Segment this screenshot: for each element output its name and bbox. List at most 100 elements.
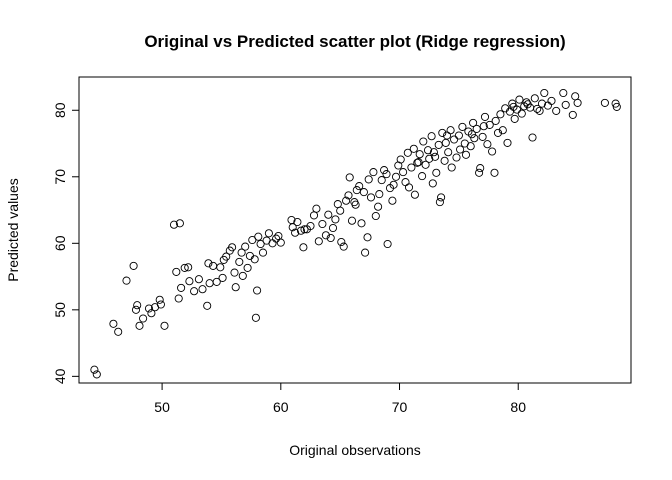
data-point (175, 219, 184, 228)
data-point (363, 233, 372, 242)
data-point (90, 365, 99, 374)
data-point (228, 243, 237, 252)
data-point (258, 248, 268, 257)
data-point (404, 183, 414, 192)
y-tick-label: 80 (52, 102, 68, 118)
data-point (172, 267, 181, 276)
data-point (268, 239, 277, 248)
data-point (461, 150, 471, 159)
data-point (375, 190, 384, 199)
data-point (523, 100, 532, 109)
data-point (312, 204, 321, 213)
x-tick-label: 60 (273, 399, 289, 415)
data-point (446, 126, 455, 135)
data-point (530, 94, 539, 103)
data-point (109, 319, 118, 328)
data-point (535, 106, 544, 115)
y-tick-label: 40 (52, 368, 68, 384)
x-axis: 50 60 70 80 (154, 383, 526, 415)
data-point (347, 216, 357, 225)
data-point (503, 138, 512, 147)
data-point (345, 173, 354, 182)
x-axis-label: Original observations (289, 442, 421, 458)
data-point (508, 99, 517, 108)
data-point (238, 271, 247, 280)
data-point (413, 158, 422, 167)
data-point (364, 175, 373, 184)
data-point (437, 193, 446, 202)
data-point (250, 255, 259, 264)
data-point (480, 112, 490, 121)
data-point (371, 211, 380, 221)
data-point (407, 163, 416, 172)
data-point (435, 198, 444, 207)
data-point (243, 263, 252, 272)
data-point (174, 294, 183, 303)
data-point (326, 233, 335, 243)
data-point (160, 321, 169, 330)
data-point (131, 305, 141, 314)
data-point (478, 132, 487, 141)
y-tick-label: 70 (52, 169, 68, 185)
data-point (133, 301, 142, 310)
data-point (344, 191, 353, 200)
data-point (251, 313, 260, 322)
data-point (466, 142, 475, 151)
data-point (218, 273, 227, 282)
data-point (533, 104, 542, 113)
data-point (479, 122, 488, 131)
data-point (114, 327, 123, 336)
data-point (184, 263, 193, 272)
data-point (483, 140, 492, 149)
data-point (212, 277, 221, 286)
x-tick-label: 70 (392, 399, 408, 415)
data-point (540, 88, 549, 98)
data-point (429, 148, 438, 157)
data-point (299, 243, 308, 252)
data-point (573, 98, 582, 107)
data-point (287, 215, 296, 225)
data-point (369, 168, 378, 177)
data-point (490, 168, 499, 177)
data-point (409, 144, 418, 153)
data-point (611, 99, 620, 108)
data-point (122, 276, 131, 285)
data-point (450, 135, 459, 144)
data-point (403, 148, 412, 157)
data-point (498, 126, 507, 135)
data-point (377, 176, 386, 185)
data-point (339, 242, 348, 251)
data-point (431, 152, 440, 161)
data-point (380, 166, 389, 175)
plot-frame (78, 76, 632, 384)
data-point (309, 211, 319, 220)
data-point (374, 202, 383, 211)
y-axis: 40 50 60 70 80 (52, 102, 79, 384)
data-point (418, 172, 427, 181)
data-point (276, 238, 285, 247)
data-point (185, 277, 194, 286)
data-point (537, 99, 547, 108)
data-point (253, 286, 262, 295)
data-point (204, 259, 213, 268)
data-point (241, 242, 250, 251)
data-point (469, 118, 478, 127)
data-point (198, 285, 207, 294)
data-point (472, 124, 481, 133)
x-tick-label: 50 (154, 399, 170, 415)
data-point (366, 193, 376, 202)
data-point (355, 182, 364, 191)
data-point (389, 180, 398, 189)
data-point (485, 120, 494, 129)
data-point (419, 137, 428, 146)
data-point (324, 210, 333, 219)
data-point (452, 153, 461, 162)
data-point (169, 220, 179, 229)
y-tick-label: 60 (52, 235, 68, 251)
data-point (396, 155, 405, 164)
data-point (559, 88, 568, 98)
data-point (333, 200, 342, 209)
data-point (421, 160, 430, 169)
data-point (203, 301, 212, 310)
